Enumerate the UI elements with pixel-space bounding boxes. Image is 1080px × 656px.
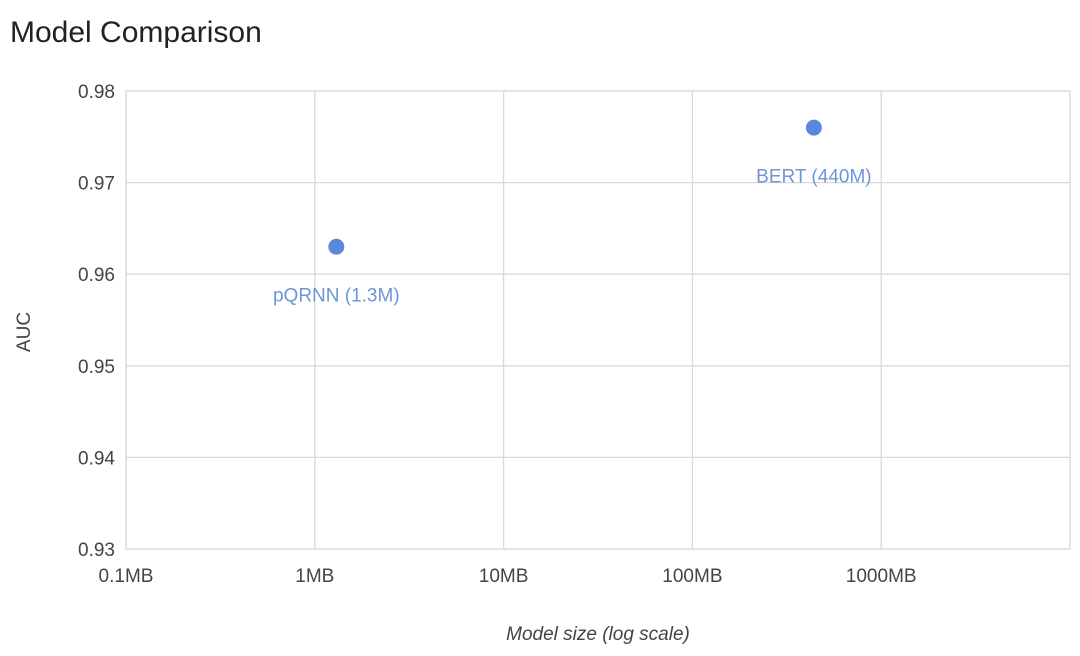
axis-layer: 0.93 0.94 0.95 0.96 0.97 0.98 0.1MB 1MB 10MB 100M… (78, 82, 917, 587)
x-axis-title: Model size (log scale) (506, 624, 690, 645)
marks-layer: pQRNN (1.3M) BERT (440M) (273, 119, 872, 307)
y-tick-label: 0.97 (78, 174, 115, 195)
data-point-label: pQRNN (1.3M) (273, 286, 400, 307)
x-tick-label: 10MB (479, 566, 529, 587)
chart-title: Model Comparison (10, 16, 262, 49)
y-tick-label: 0.96 (78, 265, 115, 286)
x-tick-label: 1MB (295, 566, 334, 587)
x-tick-label: 1000MB (846, 566, 917, 587)
plot-border (125, 90, 1071, 550)
y-tick-label: 0.95 (78, 357, 115, 378)
data-point (805, 119, 822, 136)
x-tick-label: 0.1MB (99, 566, 154, 587)
data-point (328, 238, 345, 255)
grid-layer (125, 90, 1071, 550)
y-tick-label: 0.98 (78, 82, 115, 103)
y-tick-label: 0.93 (78, 540, 115, 561)
x-tick-label: 100MB (662, 566, 722, 587)
y-axis-title: AUC (14, 312, 35, 352)
y-tick-label: 0.94 (78, 448, 115, 469)
data-point-label: BERT (440M) (756, 167, 871, 188)
